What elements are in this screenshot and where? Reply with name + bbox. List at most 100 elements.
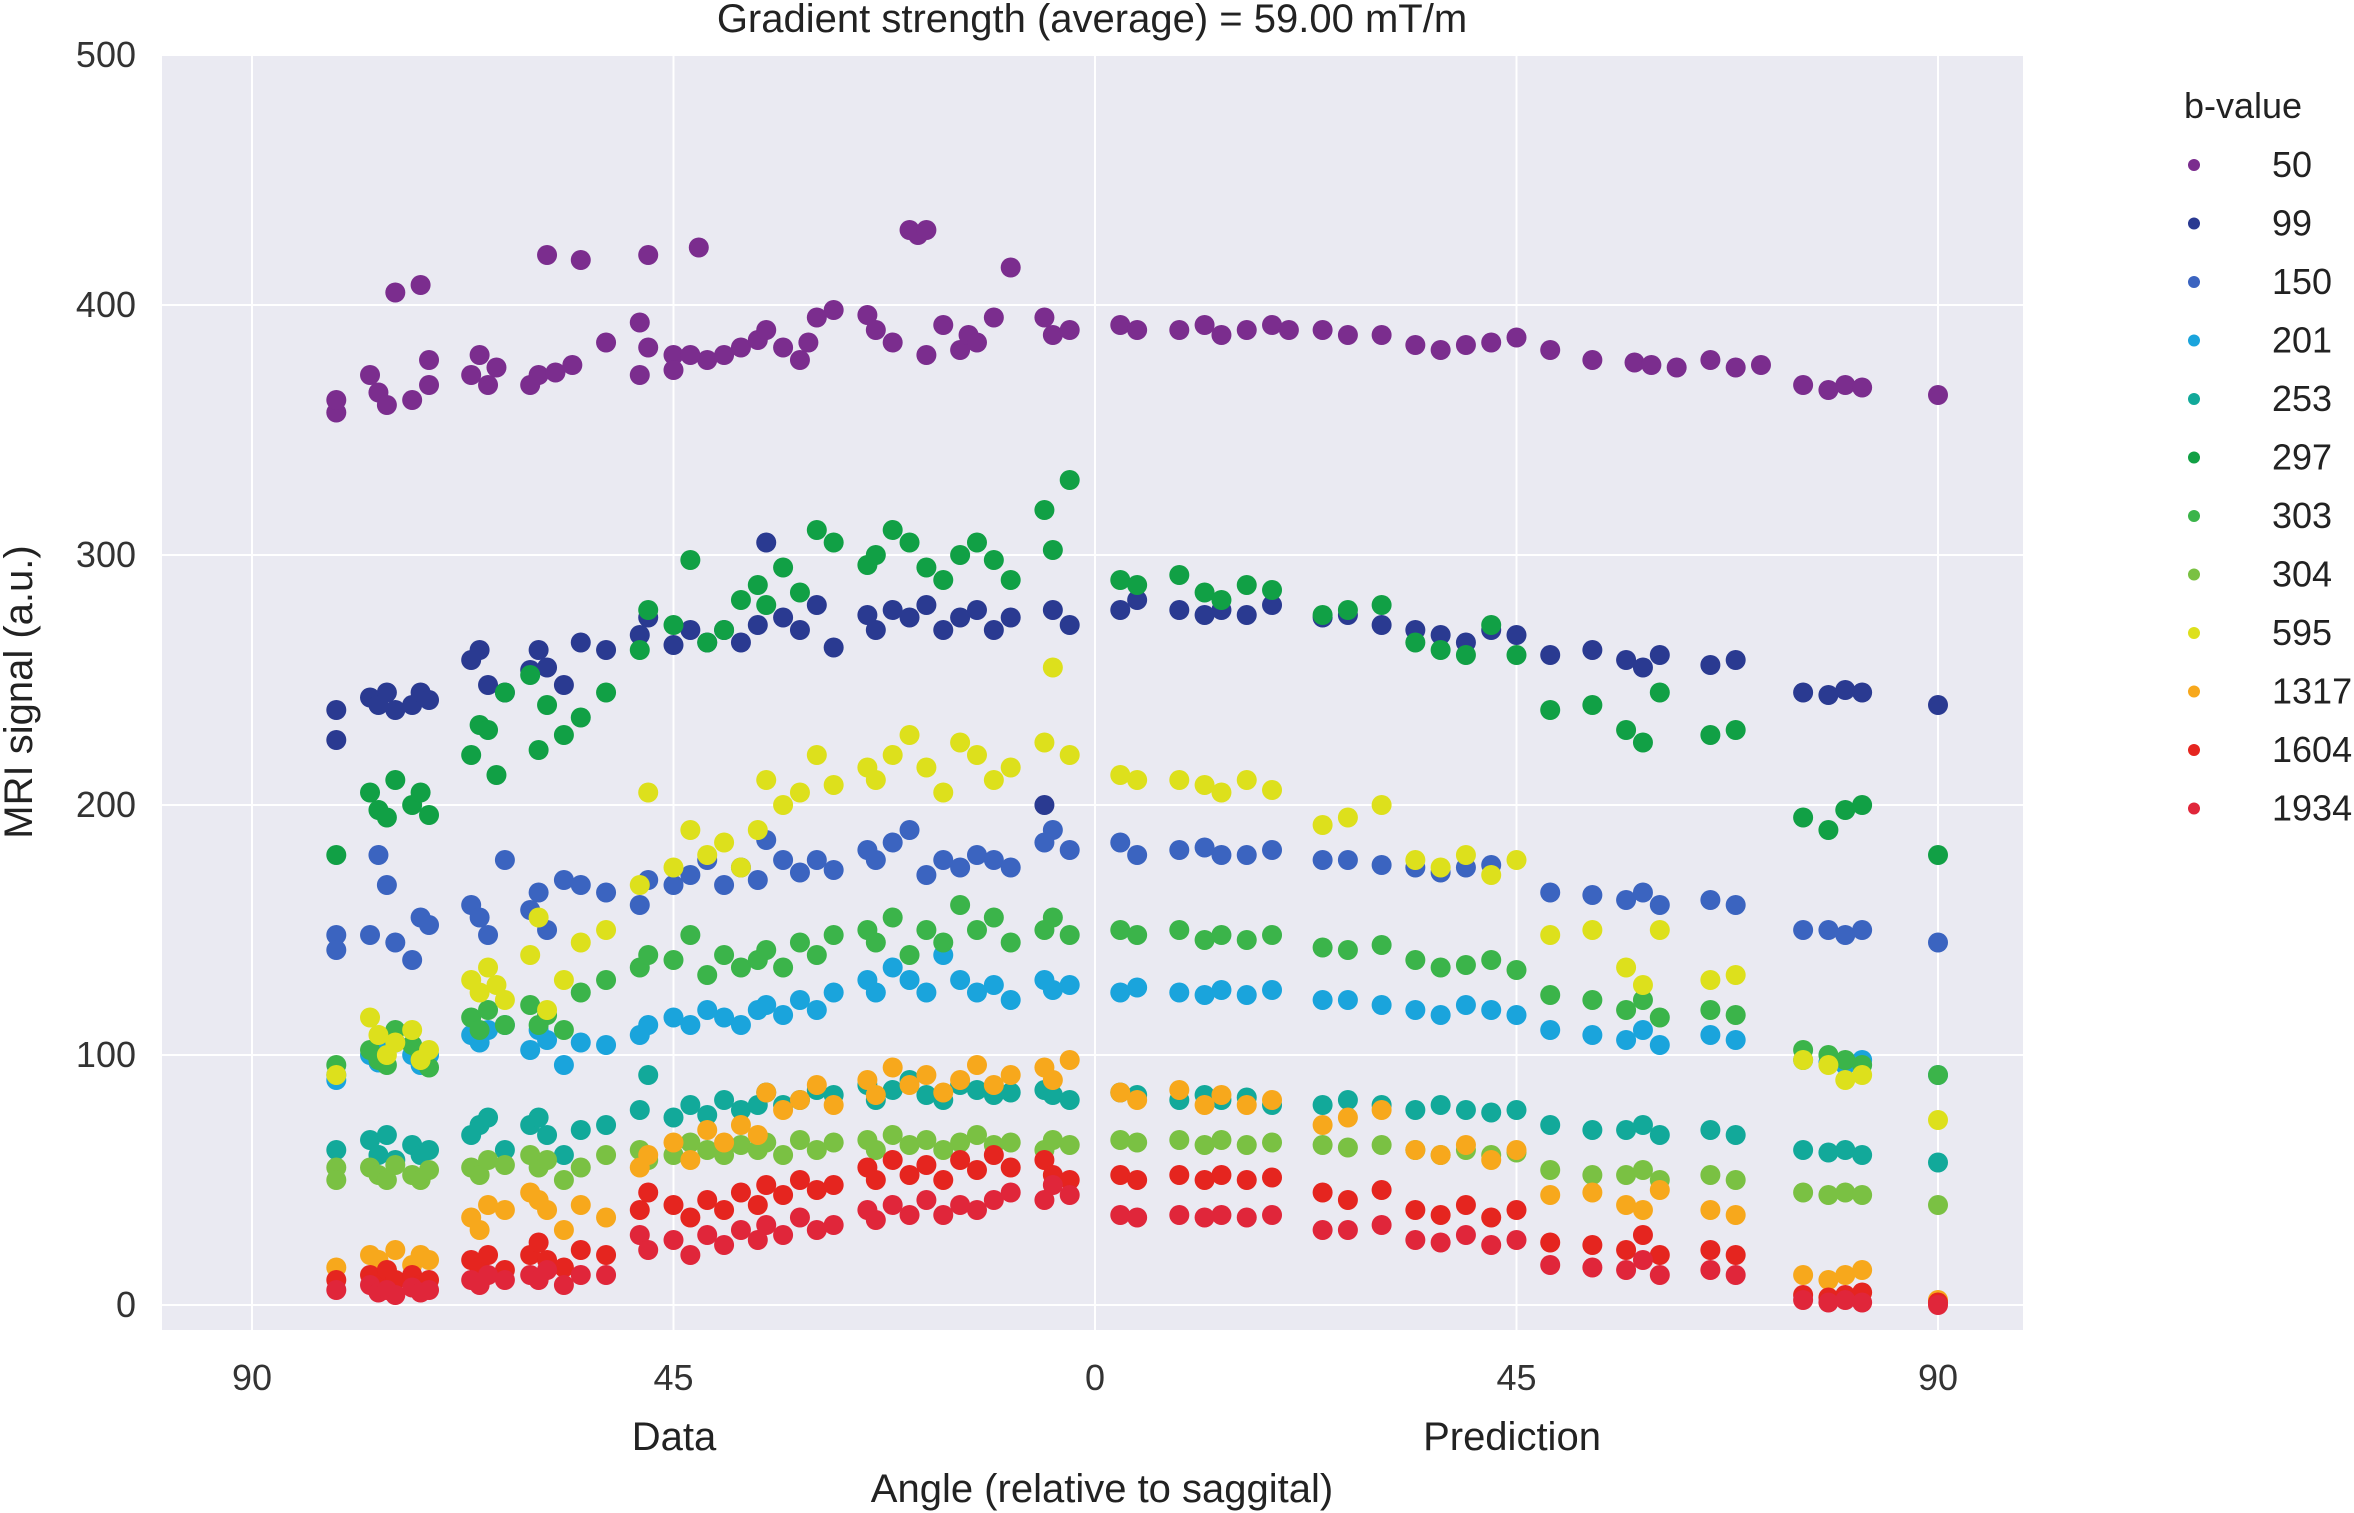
data-point: [528, 907, 549, 928]
data-point: [1127, 590, 1148, 610]
data-point: [1169, 982, 1190, 1003]
data-point: [1371, 995, 1392, 1015]
data-point: [528, 365, 549, 385]
data-point: [1312, 1095, 1333, 1115]
data-point: [1337, 1107, 1358, 1128]
data-point: [520, 945, 541, 965]
data-point: [1000, 1182, 1021, 1203]
data-point: [1641, 355, 1662, 375]
data-point: [823, 1132, 844, 1153]
data-point: [528, 740, 549, 760]
data-point: [933, 850, 954, 870]
data-point: [553, 1020, 574, 1040]
data-point: [680, 1245, 701, 1265]
data-point: [385, 1032, 406, 1053]
data-point: [1211, 1085, 1232, 1105]
data-point: [950, 1132, 971, 1153]
data-point: [680, 1150, 701, 1170]
data-point: [1928, 1110, 1948, 1130]
data-point: [1127, 1170, 1148, 1190]
data-point: [714, 620, 735, 640]
data-point: [823, 860, 844, 880]
data-point: [469, 982, 490, 1003]
data-point: [1455, 1225, 1476, 1245]
legend-marker: [2188, 744, 2200, 756]
data-point: [494, 990, 515, 1010]
data-point: [1169, 1165, 1190, 1185]
legend-marker: [2188, 451, 2200, 464]
data-point: [1262, 580, 1283, 600]
data-point: [1835, 1265, 1856, 1285]
data-point: [419, 1280, 440, 1300]
data-point: [385, 770, 406, 790]
data-point: [1725, 1030, 1746, 1050]
data-point: [1262, 980, 1283, 1000]
data-point: [1127, 977, 1148, 998]
data-point: [1852, 1145, 1873, 1165]
data-point: [899, 970, 920, 990]
series-1934: [326, 1175, 1948, 1315]
data-point: [773, 337, 794, 358]
data-point: [933, 782, 954, 803]
panel-label-data: Data: [632, 1415, 717, 1459]
data-point: [1034, 500, 1055, 520]
data-point: [1194, 315, 1215, 335]
data-point: [1211, 590, 1232, 610]
data-point: [553, 1220, 574, 1240]
data-point: [983, 770, 1004, 790]
data-point: [1059, 1170, 1080, 1190]
data-point: [570, 1120, 591, 1140]
data-point: [882, 907, 903, 928]
legend-item: 1934: [2188, 788, 2352, 829]
data-point: [1582, 1182, 1603, 1203]
data-point: [1194, 605, 1215, 625]
data-point: [1059, 840, 1080, 860]
data-point: [1371, 1215, 1392, 1235]
data-point: [916, 1065, 937, 1085]
data-point: [1059, 745, 1080, 765]
data-point: [1700, 1120, 1721, 1140]
data-point: [494, 682, 515, 703]
data-point: [1405, 335, 1426, 355]
data-point: [1110, 765, 1131, 785]
data-point: [865, 850, 886, 870]
data-point: [1337, 1090, 1358, 1110]
data-point: [478, 1000, 499, 1020]
data-point: [1312, 320, 1333, 340]
data-point: [680, 1095, 701, 1115]
data-point: [1042, 907, 1063, 928]
data-point: [596, 640, 617, 660]
data-point: [823, 1215, 844, 1235]
data-point: [1371, 795, 1392, 815]
data-point: [950, 340, 971, 360]
data-point: [1835, 680, 1856, 700]
data-point: [1262, 1167, 1283, 1188]
y-tick-label: 100: [76, 1034, 136, 1075]
data-point: [916, 345, 937, 365]
legend-label: 253: [2272, 378, 2332, 419]
data-point: [1455, 645, 1476, 665]
legend-marker: [2188, 802, 2200, 815]
data-point: [1211, 845, 1232, 865]
data-point: [663, 1230, 684, 1250]
data-point: [1540, 1185, 1561, 1205]
data-point: [1616, 1165, 1637, 1185]
data-point: [570, 1032, 591, 1053]
data-point: [714, 832, 735, 853]
data-point: [528, 640, 549, 660]
data-point: [1236, 605, 1257, 625]
data-point: [1582, 920, 1603, 940]
data-point: [1430, 857, 1451, 878]
data-point: [865, 320, 886, 340]
data-point: [789, 582, 810, 603]
data-point: [865, 1210, 886, 1230]
x-tick-label: 90: [1918, 1357, 1958, 1398]
data-point: [730, 590, 751, 610]
data-point: [1540, 1232, 1561, 1253]
data-point: [1312, 850, 1333, 870]
data-point: [1818, 1270, 1839, 1290]
data-point: [950, 545, 971, 565]
data-point: [596, 1245, 617, 1265]
data-point: [478, 925, 499, 945]
data-point: [933, 315, 954, 335]
